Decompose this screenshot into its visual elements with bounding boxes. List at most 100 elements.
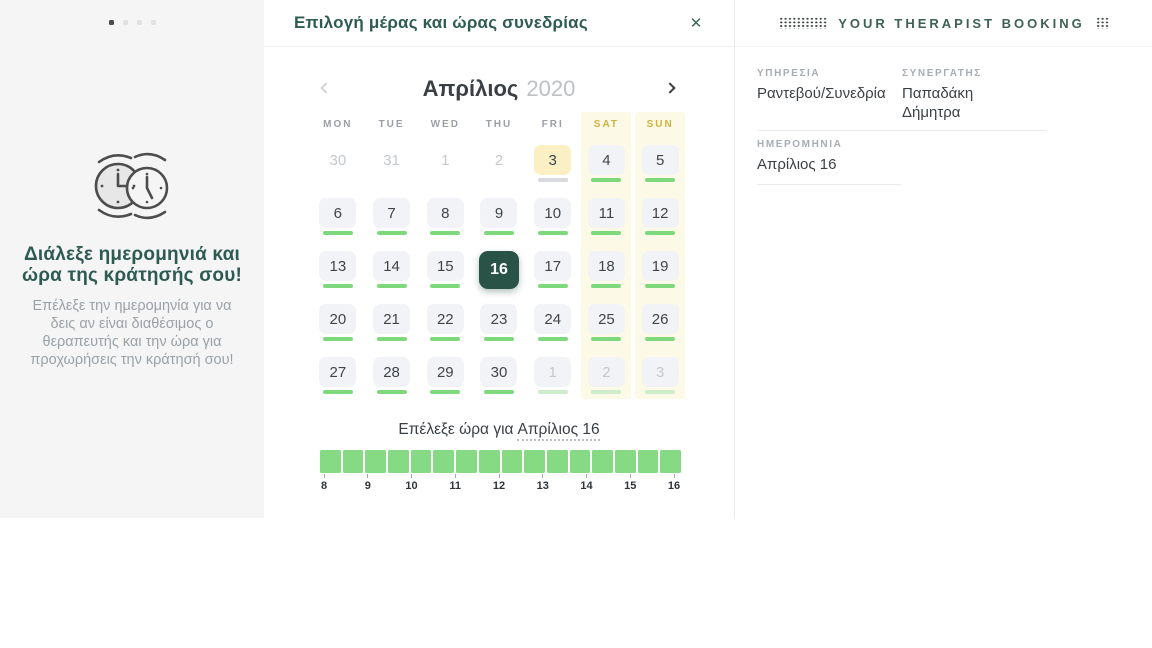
calendar-day-3[interactable]: 3 [526,145,580,183]
booking-summary-title: YOUR THERAPIST BOOKING [838,15,1085,31]
availability-bar [483,390,514,394]
hour-tick [629,474,631,478]
hour-tick [411,474,412,478]
availability-bar [483,337,514,341]
calendar-day-25[interactable]: 25 [580,304,634,342]
onboarding-sidebar: Διάλεξε ημερομηνιά και ώρα της κράτησής … [0,0,264,518]
hour-tick [323,474,325,478]
calendar-day-1: 1 [418,145,472,183]
calendar-day-7[interactable]: 7 [365,198,419,236]
field-date: ΗΜΕΡΟΜΗΝΙΑ Απρίλιος 16 [757,139,917,175]
weekday-label: TUE [378,119,405,130]
calendar-day-3[interactable]: 3 [633,357,687,395]
carousel-dot[interactable] [136,20,142,25]
weekday-label: THU [485,119,513,130]
calendar-day-4[interactable]: 4 [580,145,634,183]
day-number: 3 [534,145,572,175]
time-slot[interactable] [342,450,364,473]
field-service-label: ΥΠΗΡΕΣΙΑ [757,68,821,79]
carousel-dots [0,20,264,25]
day-number: 18 [587,251,625,281]
time-slot[interactable] [365,450,387,473]
availability-bar [645,231,676,235]
day-number: 21 [373,304,411,334]
carousel-dot[interactable] [122,20,128,25]
close-icon[interactable]: ✕ [689,15,703,32]
calendar-day-27[interactable]: 27 [311,357,365,395]
calendar-day-28[interactable]: 28 [365,357,419,395]
weekday-label: SUN [646,119,674,130]
chevron-right-icon [664,82,676,94]
calendar-day-15[interactable]: 15 [418,251,472,289]
time-slot[interactable] [478,450,500,473]
time-slot[interactable] [660,450,681,473]
time-slot[interactable] [524,450,545,473]
hour-tick [586,474,587,478]
availability-bar [322,390,353,394]
calendar-day-10[interactable]: 10 [526,198,580,236]
availability-bar [430,284,461,288]
availability-bar [537,231,568,235]
field-partner-label: ΣΥΝΕΡΓΑΤΗΣ [902,68,982,79]
calendar-day-29[interactable]: 29 [418,357,472,395]
time-slot[interactable] [569,450,591,473]
time-slot[interactable] [614,450,636,473]
calendar-day-17[interactable]: 17 [526,251,580,289]
time-slot[interactable] [637,450,659,473]
calendar-day-14[interactable]: 14 [365,251,419,289]
field-partner: ΣΥΝΕΡΓΑΤΗΣ Παπαδάκη Δήμητρα [902,68,1012,123]
calendar-day-18[interactable]: 18 [580,251,634,289]
availability-bar [591,231,622,235]
availability-bar [376,337,407,341]
calendar-day-6[interactable]: 6 [311,198,365,236]
availability-bar [430,231,461,235]
calendar-day-20[interactable]: 20 [311,304,365,342]
time-slot[interactable] [501,450,523,473]
calendar-day-21[interactable]: 21 [365,304,419,342]
field-date-value: Απρίλιος 16 [757,156,837,173]
calendar-day-8[interactable]: 8 [418,198,472,236]
calendar-day-12[interactable]: 12 [633,198,687,236]
availability-bar [537,390,568,394]
time-slot[interactable] [433,450,455,473]
day-number: 13 [319,251,357,281]
hour-mark: 12 [491,474,507,492]
time-slot[interactable] [546,450,568,473]
hour-mark: 8 [316,474,332,492]
calendar-day-5[interactable]: 5 [633,145,687,183]
calendar-grid: 30 31 1 2 3 4 5 6 7 8 9 10 11 12 13 14 15 16 17 18 19 20 21 22 2… [311,145,687,395]
availability-bar [430,337,461,341]
hour-label: 10 [405,480,418,492]
time-slot[interactable] [410,450,432,473]
day-number: 9 [480,198,518,228]
day-number: 27 [319,357,357,387]
day-number: 6 [319,198,357,228]
divider [757,184,902,185]
calendar-day-26[interactable]: 26 [633,304,687,342]
calendar-day-11[interactable]: 11 [580,198,634,236]
calendar-day-16[interactable]: 16 [472,251,526,289]
calendar-day-30[interactable]: 30 [472,357,526,395]
calendar-day-1[interactable]: 1 [526,357,580,395]
modal-header: Επιλογή μέρας και ώρας συνεδρίας ✕ [264,0,734,47]
calendar-day-24[interactable]: 24 [526,304,580,342]
availability-bar [322,231,353,235]
calendar-day-9[interactable]: 9 [472,198,526,236]
calendar-day-13[interactable]: 13 [311,251,365,289]
calendar-day-19[interactable]: 19 [633,251,687,289]
hour-label: 16 [667,480,681,492]
calendar-day-2[interactable]: 2 [580,357,634,395]
time-slot[interactable] [456,450,477,473]
calendar-day-22[interactable]: 22 [418,304,472,342]
next-month-button[interactable] [664,82,676,94]
time-slot[interactable] [320,450,341,473]
calendar-day-23[interactable]: 23 [472,304,526,342]
time-slot[interactable] [592,450,613,473]
day-number: 10 [534,198,572,228]
prev-month-button[interactable] [320,82,332,94]
day-number: 16 [478,251,519,289]
time-slot[interactable] [388,450,409,473]
hour-tick [454,474,456,478]
carousel-dot[interactable] [150,20,156,25]
carousel-dot[interactable] [108,20,114,25]
